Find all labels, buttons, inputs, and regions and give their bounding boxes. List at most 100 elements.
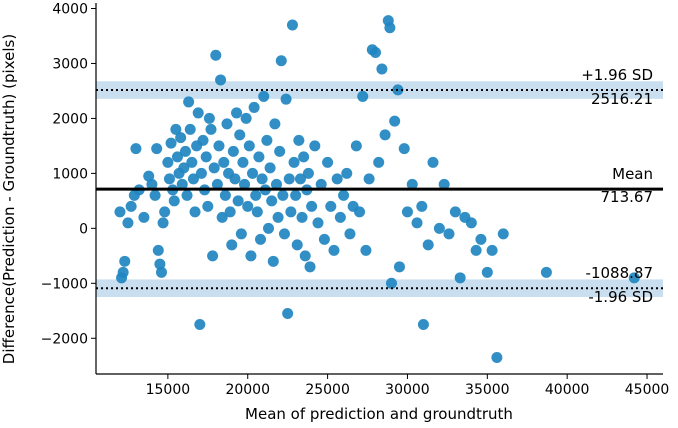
data-point bbox=[331, 173, 343, 185]
data-point bbox=[491, 352, 503, 364]
data-point bbox=[298, 151, 310, 163]
reference-lines bbox=[96, 89, 663, 290]
data-point bbox=[117, 266, 129, 278]
data-point bbox=[282, 308, 294, 320]
data-point bbox=[275, 55, 287, 67]
data-point bbox=[194, 319, 206, 331]
data-point bbox=[291, 239, 303, 251]
data-point bbox=[202, 200, 214, 212]
data-point bbox=[155, 266, 167, 278]
data-point bbox=[179, 145, 191, 157]
data-point bbox=[242, 200, 254, 212]
data-point bbox=[210, 49, 222, 61]
data-point bbox=[211, 178, 223, 190]
data-point bbox=[219, 189, 231, 201]
data-point bbox=[183, 96, 195, 108]
data-point bbox=[149, 189, 161, 201]
data-point bbox=[239, 178, 251, 190]
data-point bbox=[138, 211, 150, 223]
data-point bbox=[146, 178, 158, 190]
data-point bbox=[255, 233, 267, 245]
data-point bbox=[274, 145, 286, 157]
confidence-bands bbox=[96, 81, 663, 297]
data-point bbox=[253, 151, 265, 163]
data-point bbox=[401, 206, 413, 218]
data-point bbox=[195, 167, 207, 179]
data-point bbox=[237, 156, 249, 168]
data-point bbox=[256, 173, 268, 185]
data-point bbox=[290, 189, 302, 201]
data-point bbox=[363, 173, 375, 185]
data-point bbox=[266, 195, 278, 207]
data-point bbox=[486, 244, 498, 256]
y-tick-label: 4000 bbox=[52, 1, 88, 17]
data-point bbox=[350, 140, 362, 152]
data-points bbox=[114, 15, 640, 364]
data-point bbox=[171, 151, 183, 163]
data-point bbox=[373, 156, 385, 168]
data-point bbox=[258, 90, 270, 102]
upper-loa-band bbox=[96, 81, 663, 99]
data-point bbox=[213, 140, 225, 152]
data-point bbox=[443, 228, 455, 240]
data-point bbox=[398, 143, 410, 155]
data-point bbox=[540, 266, 552, 278]
data-point bbox=[293, 134, 305, 146]
data-point bbox=[370, 46, 382, 58]
data-point bbox=[449, 206, 461, 218]
data-point bbox=[283, 173, 295, 185]
data-point bbox=[454, 272, 466, 284]
data-point bbox=[322, 156, 334, 168]
data-point bbox=[497, 228, 509, 240]
data-point bbox=[285, 206, 297, 218]
data-point bbox=[163, 173, 175, 185]
data-point bbox=[151, 143, 163, 155]
data-point bbox=[334, 211, 346, 223]
data-point bbox=[152, 244, 164, 256]
data-point bbox=[243, 140, 255, 152]
data-point bbox=[170, 123, 182, 135]
data-point bbox=[354, 206, 366, 218]
y-tick-label: 1000 bbox=[52, 166, 88, 182]
data-point bbox=[181, 189, 193, 201]
data-point bbox=[376, 63, 388, 75]
data-point bbox=[315, 178, 327, 190]
data-point bbox=[296, 211, 308, 223]
data-point bbox=[280, 93, 292, 105]
data-point bbox=[344, 228, 356, 240]
data-point bbox=[306, 200, 318, 212]
x-tick-label: 25000 bbox=[305, 382, 350, 398]
tick-labels: 15000 20000 25000 30000 35000 40000 45000−2000… bbox=[41, 1, 670, 398]
data-point bbox=[251, 206, 263, 218]
data-point bbox=[168, 195, 180, 207]
data-point bbox=[130, 143, 142, 155]
data-point bbox=[288, 156, 300, 168]
data-point bbox=[234, 129, 246, 141]
data-point bbox=[422, 239, 434, 251]
data-point bbox=[470, 244, 482, 256]
y-tick-label: 3000 bbox=[52, 56, 88, 72]
data-point bbox=[393, 261, 405, 273]
mean-label: Mean bbox=[612, 165, 653, 183]
data-point bbox=[475, 233, 487, 245]
y-tick-label: −1000 bbox=[41, 276, 88, 292]
data-point bbox=[325, 200, 337, 212]
x-tick-label: 15000 bbox=[146, 382, 191, 398]
y-tick-label: −2000 bbox=[41, 331, 88, 347]
data-point bbox=[341, 167, 353, 179]
data-point bbox=[178, 162, 190, 174]
data-point bbox=[218, 156, 230, 168]
data-point bbox=[267, 255, 279, 267]
data-point bbox=[197, 134, 209, 146]
data-point bbox=[248, 101, 260, 113]
data-point bbox=[240, 112, 252, 124]
x-tick-label: 20000 bbox=[225, 382, 270, 398]
data-point bbox=[157, 217, 169, 229]
data-point bbox=[207, 250, 219, 262]
lower-loa-value: -1088.87 bbox=[586, 264, 653, 282]
data-point bbox=[406, 178, 418, 190]
data-point bbox=[143, 170, 155, 182]
data-point bbox=[261, 134, 273, 146]
data-point bbox=[208, 162, 220, 174]
data-point bbox=[224, 206, 236, 218]
